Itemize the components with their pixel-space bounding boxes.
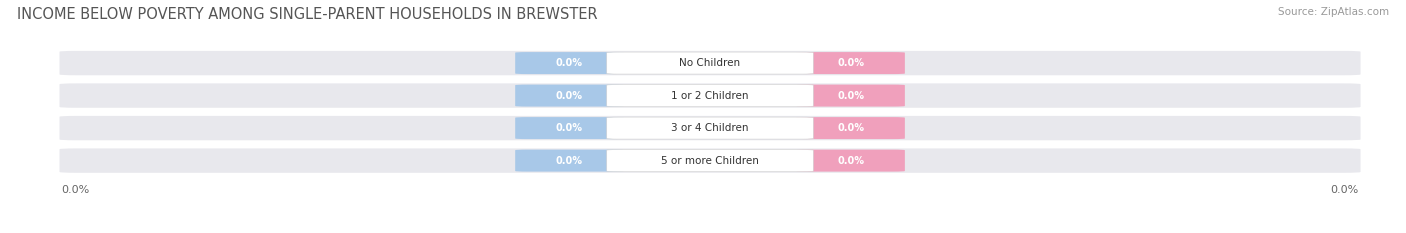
FancyBboxPatch shape	[607, 150, 813, 171]
Text: 0.0%: 0.0%	[837, 156, 865, 166]
Text: 0.0%: 0.0%	[555, 123, 583, 133]
FancyBboxPatch shape	[59, 116, 1361, 140]
Text: 3 or 4 Children: 3 or 4 Children	[671, 123, 749, 133]
FancyBboxPatch shape	[796, 150, 905, 171]
Text: 0.0%: 0.0%	[837, 123, 865, 133]
Text: INCOME BELOW POVERTY AMONG SINGLE-PARENT HOUSEHOLDS IN BREWSTER: INCOME BELOW POVERTY AMONG SINGLE-PARENT…	[17, 7, 598, 22]
Text: 0.0%: 0.0%	[555, 156, 583, 166]
FancyBboxPatch shape	[607, 52, 813, 74]
FancyBboxPatch shape	[607, 117, 813, 139]
Text: No Children: No Children	[679, 58, 741, 68]
FancyBboxPatch shape	[515, 150, 624, 171]
Text: 1 or 2 Children: 1 or 2 Children	[671, 91, 749, 101]
Text: 0.0%: 0.0%	[837, 58, 865, 68]
FancyBboxPatch shape	[515, 117, 624, 139]
FancyBboxPatch shape	[796, 117, 905, 139]
Text: 0.0%: 0.0%	[555, 58, 583, 68]
FancyBboxPatch shape	[59, 83, 1361, 108]
FancyBboxPatch shape	[515, 85, 624, 106]
FancyBboxPatch shape	[59, 148, 1361, 173]
FancyBboxPatch shape	[59, 51, 1361, 75]
Text: Source: ZipAtlas.com: Source: ZipAtlas.com	[1278, 7, 1389, 17]
Text: 0.0%: 0.0%	[837, 91, 865, 101]
Text: 5 or more Children: 5 or more Children	[661, 156, 759, 166]
FancyBboxPatch shape	[796, 85, 905, 106]
FancyBboxPatch shape	[796, 52, 905, 74]
FancyBboxPatch shape	[515, 52, 624, 74]
Text: 0.0%: 0.0%	[555, 91, 583, 101]
FancyBboxPatch shape	[607, 85, 813, 106]
